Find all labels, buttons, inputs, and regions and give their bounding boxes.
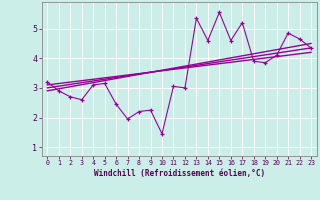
X-axis label: Windchill (Refroidissement éolien,°C): Windchill (Refroidissement éolien,°C) [94, 169, 265, 178]
